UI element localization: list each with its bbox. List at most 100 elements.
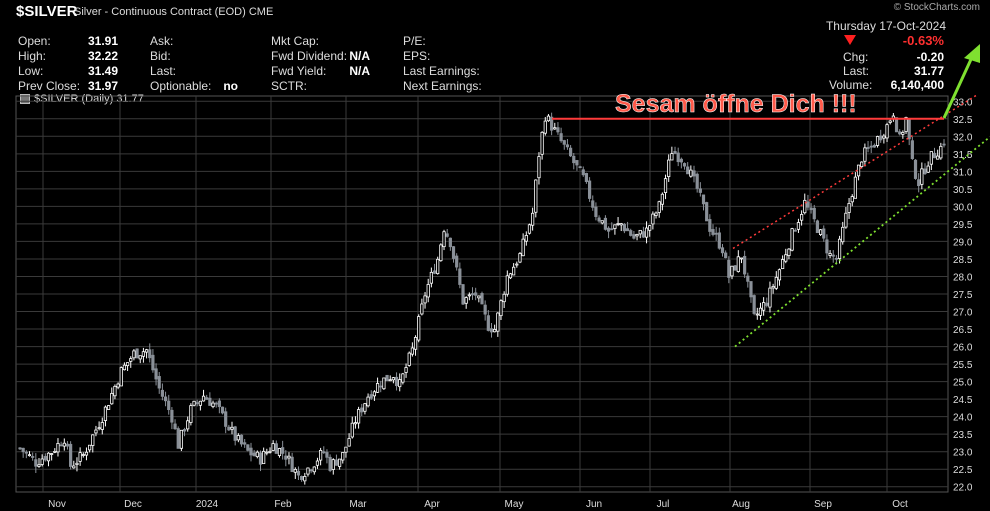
candle-body [787,248,791,256]
candle-body [724,252,728,259]
y-tick-label: 30.5 [953,185,973,196]
candle-body [88,444,92,451]
candle-body [496,312,500,332]
candle-body [62,442,66,447]
candle-body [319,450,323,461]
candle-body [281,447,285,454]
y-tick-label: 27.0 [953,308,973,319]
candle-body [812,207,816,220]
candle-body [432,270,437,274]
candle-body [56,443,60,453]
candle-body [521,238,525,257]
y-tick-label: 32.0 [953,132,973,143]
candle-body [315,460,320,466]
fwd-dividend-label: Fwd Dividend: [271,49,348,63]
candle-body [451,246,456,259]
candle-body [765,302,769,306]
y-tick-label: 26.0 [953,343,973,354]
candle-body [46,452,51,462]
high-label: High: [18,49,47,63]
candle-body [91,434,95,446]
candle-body [850,196,854,203]
y-tick-label: 33.0 [953,97,973,108]
candle-body [755,313,759,316]
candle-body [461,284,465,305]
breakout-arrow [942,54,975,119]
candle-body [774,276,778,289]
eps-label: EPS: [403,49,431,63]
fwd-yield-value: N/A [349,64,370,78]
candle-body [771,286,775,289]
last-label: Last: [150,64,177,78]
candle-body [344,446,348,453]
candle-body [470,293,475,296]
candle-body [445,233,449,237]
candle-body [610,228,614,231]
low-label: Low: [18,64,44,78]
candle-body [404,367,408,373]
candle-body [841,226,845,243]
bid-label: Bid: [150,49,171,63]
sctr-label: SCTR: [271,79,307,93]
x-tick-label: 2024 [196,499,219,510]
candle-body [913,159,918,179]
candle-body [575,160,579,166]
x-tick-label: Mar [349,499,367,510]
candle-body [749,281,753,298]
y-tick-label: 24.5 [953,395,973,406]
candle-body [243,442,247,445]
y-tick-label: 24.0 [953,413,973,424]
y-tick-label: 25.0 [953,378,973,389]
candle-body [714,232,718,235]
candle-body [157,376,161,389]
candle-body [942,143,946,146]
candle-body [141,351,146,357]
candle-body [901,132,905,135]
candle-body [72,465,76,469]
candle-body [284,455,288,460]
upper-channel-line [732,93,979,250]
candle-body [255,451,259,458]
volume-label: Volume: [829,78,873,92]
last-price-label: Last: [843,64,870,78]
candle-body [173,423,177,430]
candle-body [119,367,123,387]
candle-body [268,450,272,453]
candle-body [338,458,342,467]
candle-body [429,271,433,284]
candle-body [793,229,797,232]
candle-body [689,169,693,177]
annotation-text: Sesam öffne Dich !!! [615,90,857,118]
candle-body [562,140,566,145]
candle-body [803,199,807,214]
candle-body [21,447,25,453]
candle-body [189,405,193,423]
next-earnings-label: Next Earnings: [403,79,482,93]
candle-body [512,266,516,276]
candle-body [746,275,750,282]
candle-body [569,147,573,157]
candle-body [426,284,430,298]
candle-body [822,228,826,239]
candle-body [622,224,626,232]
candle-body [708,219,712,232]
candle-body [407,352,411,366]
candle-body [910,140,914,159]
candle-body [866,147,870,149]
candle-body [578,166,582,169]
candle-body [78,452,82,462]
candle-body [752,295,756,314]
candle-body [201,395,206,402]
candle-body [372,391,377,397]
candle-body [686,166,690,175]
candle-body [847,203,851,213]
candle-body [391,377,395,381]
candle-body [616,223,620,225]
candle-body [641,231,645,238]
candle-body [489,328,494,333]
candle-body [442,231,446,248]
candle-body [572,155,576,164]
candle-body [227,426,231,431]
candle-body [553,127,557,130]
